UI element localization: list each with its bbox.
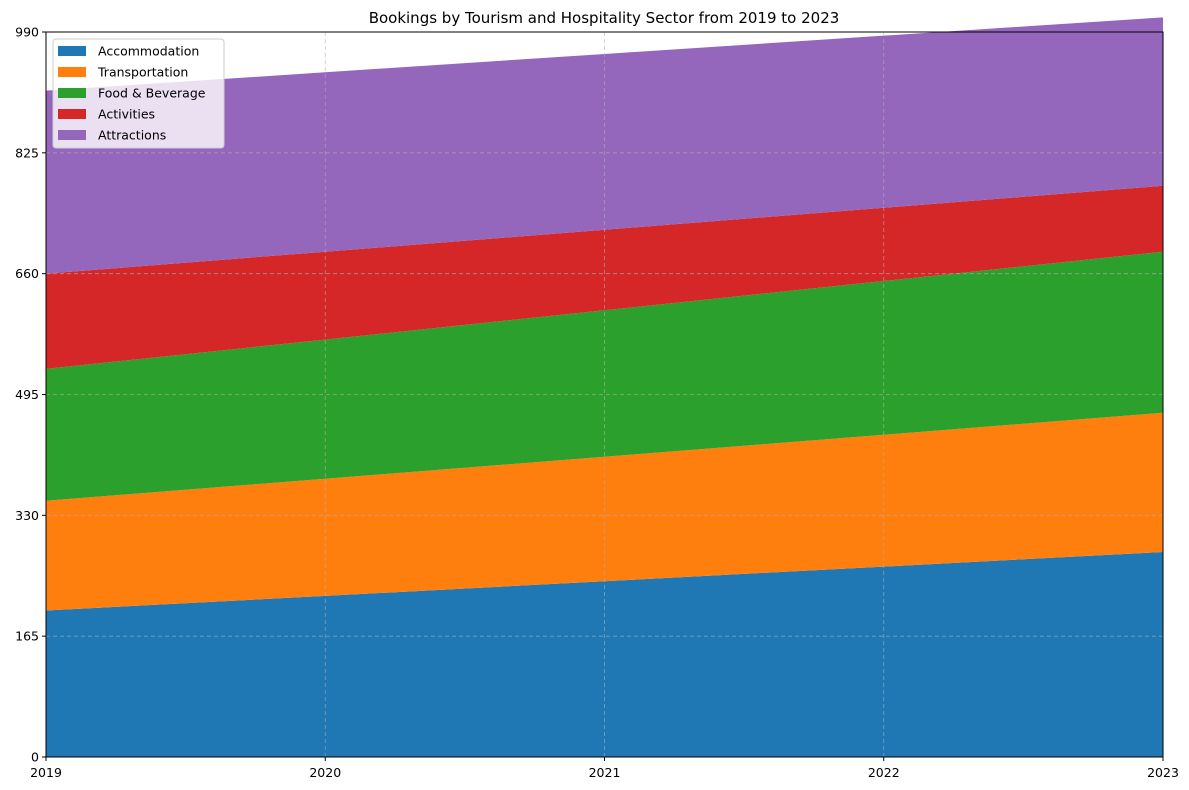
x-tick-label: 2022	[868, 765, 900, 780]
legend: Accommodation Transportation Food & Bevera…	[52, 38, 225, 149]
legend-label-accommodation: Accommodation	[98, 44, 199, 59]
legend-swatch-transportation	[58, 67, 86, 77]
legend-label-activities: Activities	[98, 107, 155, 122]
legend-swatch-activities	[58, 109, 86, 119]
legend-label-attractions: Attractions	[98, 128, 166, 143]
x-tick-label: 2023	[1147, 765, 1179, 780]
y-tick-label: 495	[15, 387, 39, 402]
legend-box	[52, 38, 225, 149]
legend-swatch-attractions	[58, 130, 86, 140]
legend-label-transportation: Transportation	[97, 65, 188, 80]
y-tick-label: 825	[15, 145, 39, 160]
x-tick-label: 2021	[589, 765, 621, 780]
legend-label-food-and-beverage: Food & Beverage	[98, 86, 206, 101]
y-tick-label: 990	[15, 25, 39, 40]
x-tick-label: 2019	[30, 765, 62, 780]
y-tick-label: 330	[15, 508, 39, 523]
y-tick-label: 165	[15, 629, 39, 644]
chart-title: Bookings by Tourism and Hospitality Sect…	[369, 9, 840, 27]
legend-swatch-food-and-beverage	[58, 88, 86, 98]
ticks-layer: 2019 2020 2021 2022 2023 0 165 330 495 660 825 990	[15, 25, 1179, 781]
legend-swatch-accommodation	[58, 46, 86, 56]
x-tick-label: 2020	[309, 765, 341, 780]
y-tick-label: 660	[15, 266, 39, 281]
y-tick-label: 0	[31, 750, 39, 765]
